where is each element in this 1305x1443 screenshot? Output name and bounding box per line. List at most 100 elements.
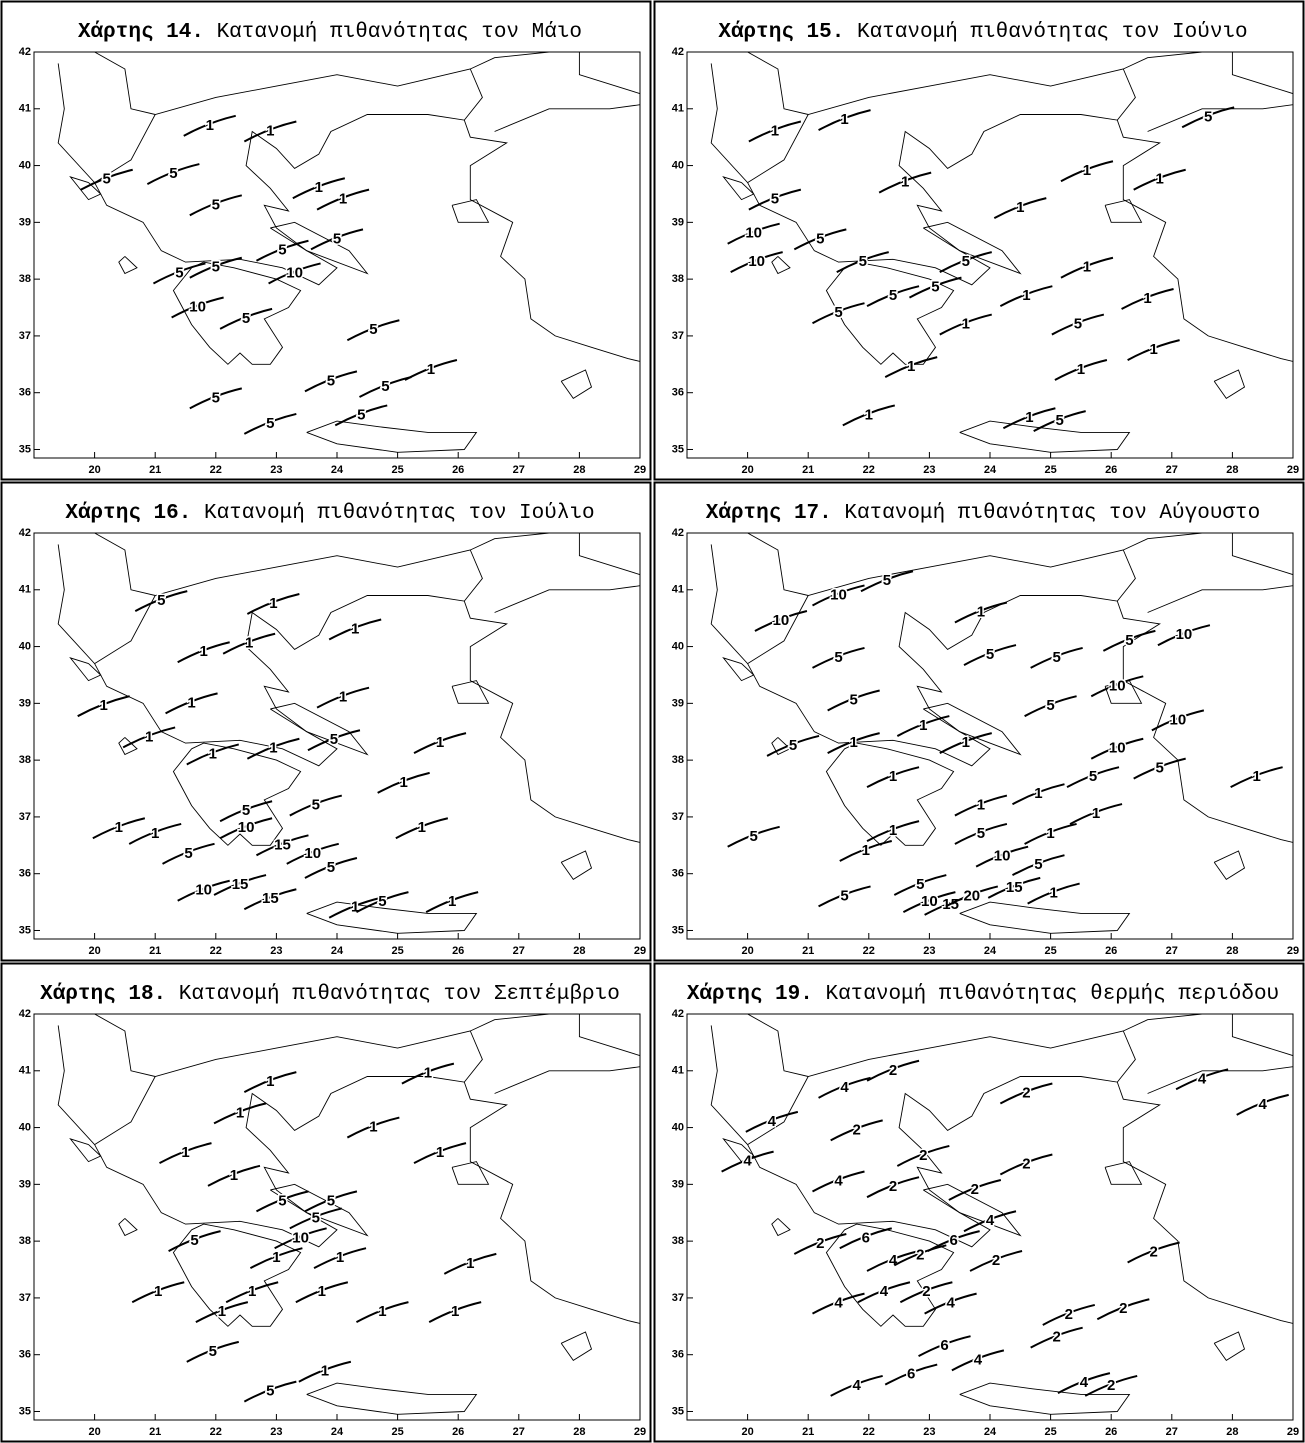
contour-label: 4 xyxy=(889,1252,898,1269)
contour-label: 6 xyxy=(907,1366,915,1383)
contour-label: 10 xyxy=(994,848,1011,865)
contour-line xyxy=(255,834,309,857)
x-tick-label: 26 xyxy=(1105,464,1117,476)
contour-line xyxy=(1060,256,1114,279)
contour-label: 1 xyxy=(266,1073,274,1090)
contour-label: 1 xyxy=(919,717,927,734)
contour-line xyxy=(128,822,182,845)
coastline xyxy=(451,1161,490,1185)
contour-label: 1 xyxy=(436,1144,444,1161)
x-tick-label: 26 xyxy=(452,945,464,957)
x-tick-label: 25 xyxy=(1044,1426,1056,1438)
x-tick-label: 22 xyxy=(210,464,222,476)
y-tick-label: 36 xyxy=(672,387,684,399)
x-tick-label: 23 xyxy=(923,945,935,957)
coastline xyxy=(57,63,640,362)
coastline xyxy=(69,1138,102,1163)
contour-label: 10 xyxy=(1109,740,1126,757)
contour-label: 1 xyxy=(1016,199,1024,216)
contour-label: 4 xyxy=(880,1283,889,1300)
contour-line xyxy=(189,194,243,217)
y-tick-label: 35 xyxy=(19,924,31,936)
contour-label: 5 xyxy=(266,1383,274,1400)
contour-line xyxy=(377,771,430,794)
x-tick-label: 25 xyxy=(1044,945,1056,957)
contour-label: 1 xyxy=(151,825,159,842)
contour-line xyxy=(131,1281,185,1304)
contour-label: 5 xyxy=(1089,768,1097,785)
contour-label: 5 xyxy=(378,893,386,910)
contour-label: 1 xyxy=(901,174,909,191)
contour-line xyxy=(818,885,871,908)
contour-line xyxy=(413,1142,467,1165)
contour-line xyxy=(292,177,346,200)
contour-label: 10 xyxy=(286,264,303,281)
contour-label: 1 xyxy=(230,1167,238,1184)
contour-line xyxy=(754,610,808,632)
contour-label: 2 xyxy=(1022,1155,1030,1172)
coastline xyxy=(747,595,809,664)
y-tick-label: 40 xyxy=(19,159,31,171)
contour-line xyxy=(1051,313,1105,336)
contour-line xyxy=(963,1210,1017,1233)
contour-label: 1 xyxy=(1077,361,1085,378)
contour-label: 6 xyxy=(862,1229,870,1246)
contour-line xyxy=(827,689,880,712)
contour-label: 5 xyxy=(1034,856,1042,873)
panel-title: Χάρτης 18. Κατανομή πιθανότητας τον Σεπτ… xyxy=(40,983,620,1006)
contour-line xyxy=(428,1301,482,1323)
contour-label: 5 xyxy=(883,572,891,589)
coastline xyxy=(923,702,1022,756)
map-area: 1 1 1 5 1 1 1 5 10 10 5 5 5 5 5 5 1 1 1 5 1 1 1 1 1 5 1 xyxy=(710,52,1293,453)
contour-line xyxy=(954,794,1008,817)
contour-line xyxy=(924,1292,977,1315)
contour-label: 1 xyxy=(181,1144,189,1161)
plot-frame xyxy=(686,532,1294,940)
contour-label: 1 xyxy=(339,689,347,706)
contour-label: 1 xyxy=(248,1283,256,1300)
x-tick-label: 28 xyxy=(1226,1426,1238,1438)
coastline xyxy=(57,1025,640,1324)
contour-line xyxy=(313,1247,367,1270)
contour-line xyxy=(812,584,865,607)
contour-line xyxy=(927,1230,980,1253)
x-tick-label: 23 xyxy=(270,945,282,957)
x-tick-label: 20 xyxy=(741,945,753,957)
contour-line xyxy=(395,817,449,840)
x-tick-label: 28 xyxy=(1226,945,1238,957)
y-tick-label: 38 xyxy=(19,754,31,766)
x-tick-label: 28 xyxy=(573,945,585,957)
y-tick-label: 39 xyxy=(19,1178,31,1190)
contour-label: 5 xyxy=(977,825,985,842)
contour-line xyxy=(1002,407,1056,430)
contour-label: 5 xyxy=(931,279,939,296)
x-tick-label: 25 xyxy=(391,464,403,476)
contour-label: 2 xyxy=(916,1246,924,1263)
coastline xyxy=(710,544,1293,843)
contour-line xyxy=(860,570,914,593)
contour-line xyxy=(171,296,224,319)
y-tick-label: 42 xyxy=(672,527,684,539)
contour-label: 5 xyxy=(834,304,842,321)
contour-label: 5 xyxy=(169,165,177,182)
contour-label: 1 xyxy=(1143,290,1151,307)
contour-line xyxy=(165,692,218,715)
contour-line xyxy=(219,800,273,823)
coastline xyxy=(722,657,755,682)
contour-label: 1 xyxy=(771,122,779,139)
contour-line xyxy=(168,1230,221,1253)
y-tick-label: 38 xyxy=(672,1235,684,1247)
coastline xyxy=(94,52,550,115)
y-tick-label: 42 xyxy=(19,46,31,58)
x-tick-label: 22 xyxy=(863,464,875,476)
contour-label: 4 xyxy=(840,1079,849,1096)
contour-label: 10 xyxy=(1176,626,1193,643)
contour-line xyxy=(1133,168,1186,191)
contour-label: 5 xyxy=(369,321,377,338)
x-tick-label: 24 xyxy=(984,464,997,476)
title-label: Χάρτης 19. xyxy=(687,983,813,1006)
contour-line xyxy=(304,370,358,393)
x-tick-label: 21 xyxy=(149,464,161,476)
panel-border xyxy=(0,0,652,481)
